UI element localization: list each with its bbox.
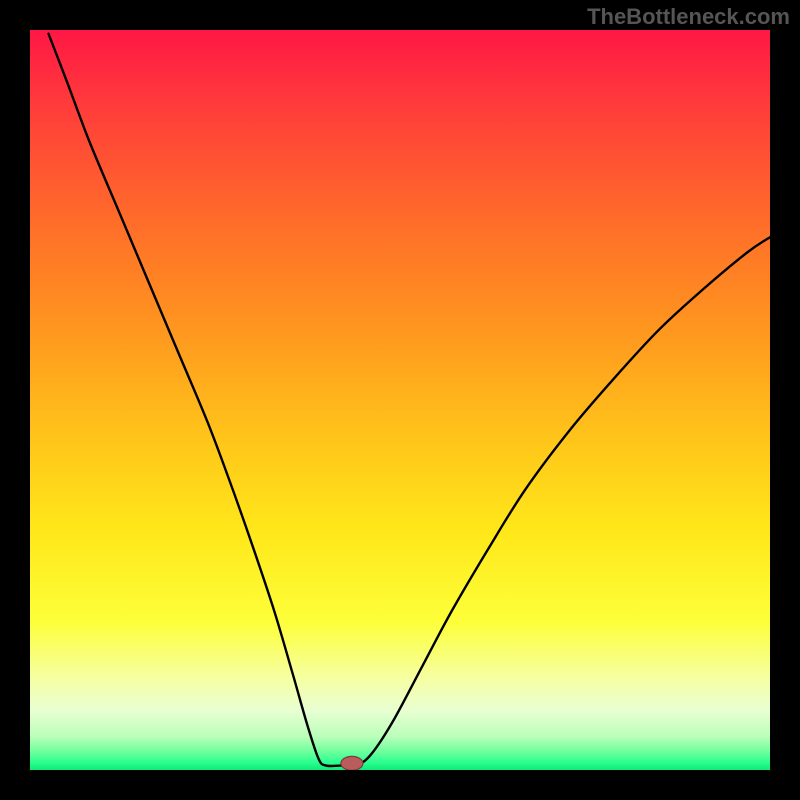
chart-container: TheBottleneck.com [0,0,800,800]
plot-area [30,30,770,770]
plot-svg [30,30,770,770]
plot-background [30,30,770,770]
watermark-text: TheBottleneck.com [587,4,790,30]
optimal-point-marker [341,756,363,770]
